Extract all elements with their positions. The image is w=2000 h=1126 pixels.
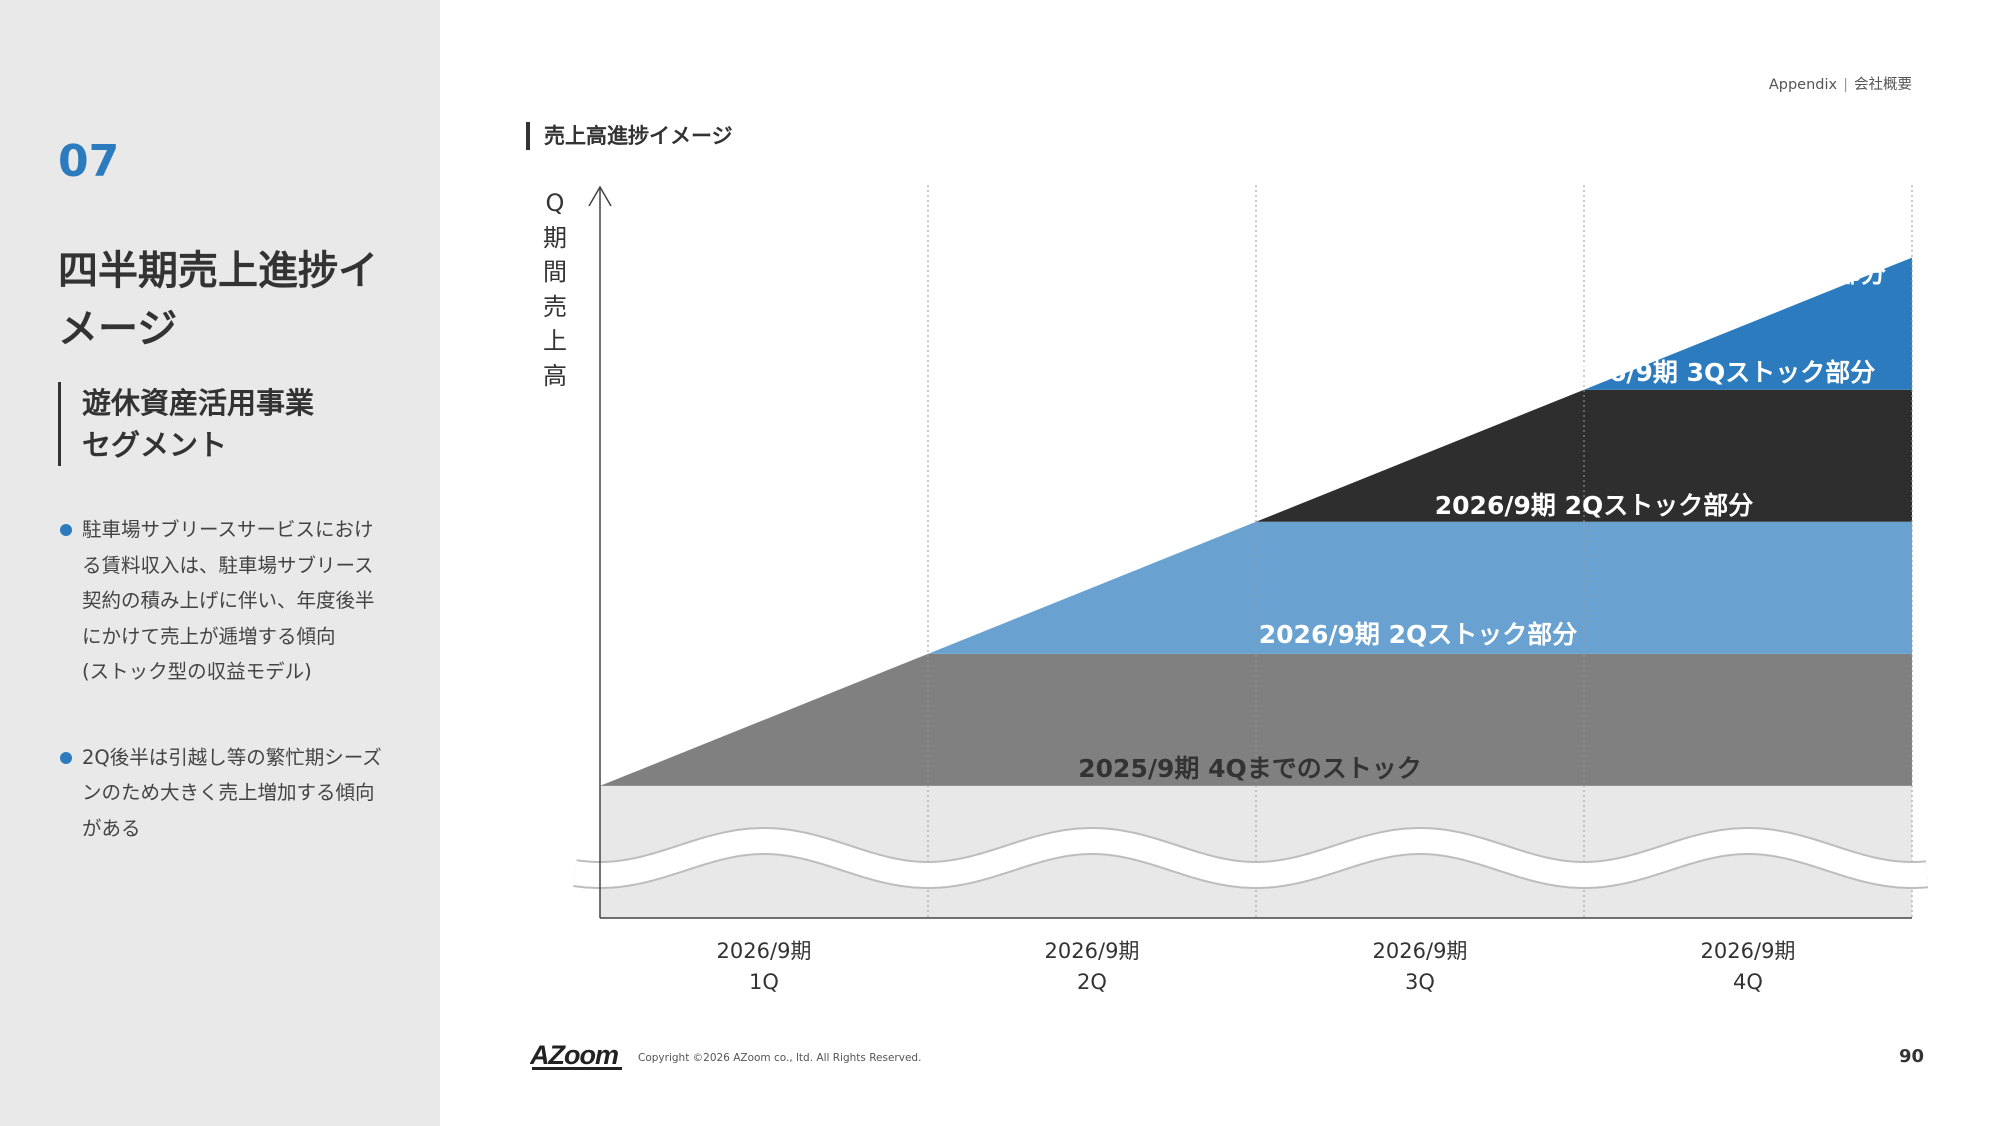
segment-label: 遊休資産活用事業 セグメント bbox=[58, 382, 382, 466]
y-axis-label-char: 間 bbox=[543, 258, 567, 286]
bullet-item: 駐車場サブリースサービスにおけ る賃料収入は、駐車場サブリース 契約の積み上げに… bbox=[58, 512, 388, 690]
bullet-item: 2Q後半は引越し等の繁忙期シーズ ンのため大きく売上増加する傾向 がある bbox=[58, 740, 388, 847]
y-axis-label-char: 売 bbox=[543, 292, 567, 321]
layer-label-3: 2026/9期 3Qストック部分 bbox=[1557, 358, 1875, 387]
axis-break-wave bbox=[573, 829, 1928, 887]
x-tick-label: 2026/9期 2Q bbox=[1045, 939, 1140, 994]
x-tick-label-line: 2026/9期 bbox=[1701, 939, 1796, 963]
layer-label-line: 2026/9期 2Qストック部分 bbox=[1259, 620, 1577, 649]
section-number: 07 bbox=[58, 136, 120, 187]
x-tick-label-line: 4Q bbox=[1733, 970, 1763, 994]
layer-label-2: 2026/9期 2Qストック部分 bbox=[1435, 491, 1753, 520]
breadcrumb: Appendix | 会社概要 bbox=[1769, 73, 1912, 94]
y-axis-label-char: Q bbox=[545, 189, 565, 217]
bullet-dot-icon bbox=[60, 751, 72, 764]
breadcrumb-page: 会社概要 bbox=[1854, 77, 1912, 93]
layer-label-0: 2025/9期 4Qまでのストック bbox=[1078, 754, 1421, 783]
page-number: 90 bbox=[1898, 1046, 1924, 1067]
bullet-list: 駐車場サブリースサービスにおけ る賃料収入は、駐車場サブリース 契約の積み上げに… bbox=[58, 512, 388, 896]
x-tick-label: 2026/9期 3Q bbox=[1373, 939, 1468, 994]
breadcrumb-separator: | bbox=[1843, 77, 1848, 93]
y-axis-arrow-icon bbox=[588, 185, 612, 207]
layer-label-line: 2026/9期 bbox=[1765, 225, 1886, 254]
x-tick-label-line: 2026/9期 bbox=[717, 939, 812, 963]
area-layer-4 bbox=[1584, 257, 1912, 390]
layer-label-1: 2026/9期 2Qストック部分 bbox=[1259, 620, 1577, 649]
x-tick-label: 2026/9期 1Q bbox=[717, 939, 812, 994]
section-title: 四半期売上進捗イメージ bbox=[58, 248, 378, 352]
x-tick-label-line: 2026/9期 bbox=[1373, 939, 1468, 963]
copyright-text: Copyright ©2026 AZoom co., ltd. All Righ… bbox=[638, 1052, 922, 1064]
layer-label-line: 2025/9期 4Qまでのストック bbox=[1078, 754, 1421, 783]
layer-label-line: 2026/9期 2Qストック部分 bbox=[1435, 491, 1753, 520]
y-axis-label-char: 上 bbox=[543, 327, 567, 355]
y-axis-label-char: 高 bbox=[543, 361, 567, 390]
layer-label-4: 2026/9期 4Qストック部分 bbox=[1697, 225, 1886, 288]
segment-label-text: 遊休資産活用事業 セグメント bbox=[82, 386, 315, 462]
x-tick-label: 2026/9期 4Q bbox=[1701, 939, 1796, 994]
y-axis-label-char: 期 bbox=[543, 223, 567, 252]
bullet-dot-icon bbox=[60, 524, 72, 536]
layer-label-line: 2026/9期 3Qストック部分 bbox=[1557, 358, 1875, 387]
layer-label-line: 4Qストック部分 bbox=[1697, 259, 1886, 288]
azoom-logo: AZoom bbox=[530, 1040, 622, 1070]
sidebar: 07 四半期売上進捗イメージ 遊休資産活用事業 セグメント 駐車場サブリースサー… bbox=[0, 0, 440, 1126]
breadcrumb-section: Appendix bbox=[1768, 77, 1838, 93]
x-tick-label-line: 1Q bbox=[749, 970, 779, 994]
bullet-text: 駐車場サブリースサービスにおけ る賃料収入は、駐車場サブリース 契約の積み上げに… bbox=[82, 518, 375, 683]
bullet-text: 2Q後半は引越し等の繁忙期シーズ ンのため大きく売上増加する傾向 がある bbox=[82, 745, 382, 840]
x-tick-label-line: 3Q bbox=[1405, 970, 1435, 994]
x-tick-label-line: 2Q bbox=[1077, 970, 1107, 994]
area-layer-2 bbox=[928, 521, 1912, 654]
x-tick-label-line: 2026/9期 bbox=[1045, 939, 1140, 963]
chart-title: 売上高進捗イメージ bbox=[526, 122, 733, 150]
logo-text: AZoom bbox=[530, 1040, 618, 1070]
